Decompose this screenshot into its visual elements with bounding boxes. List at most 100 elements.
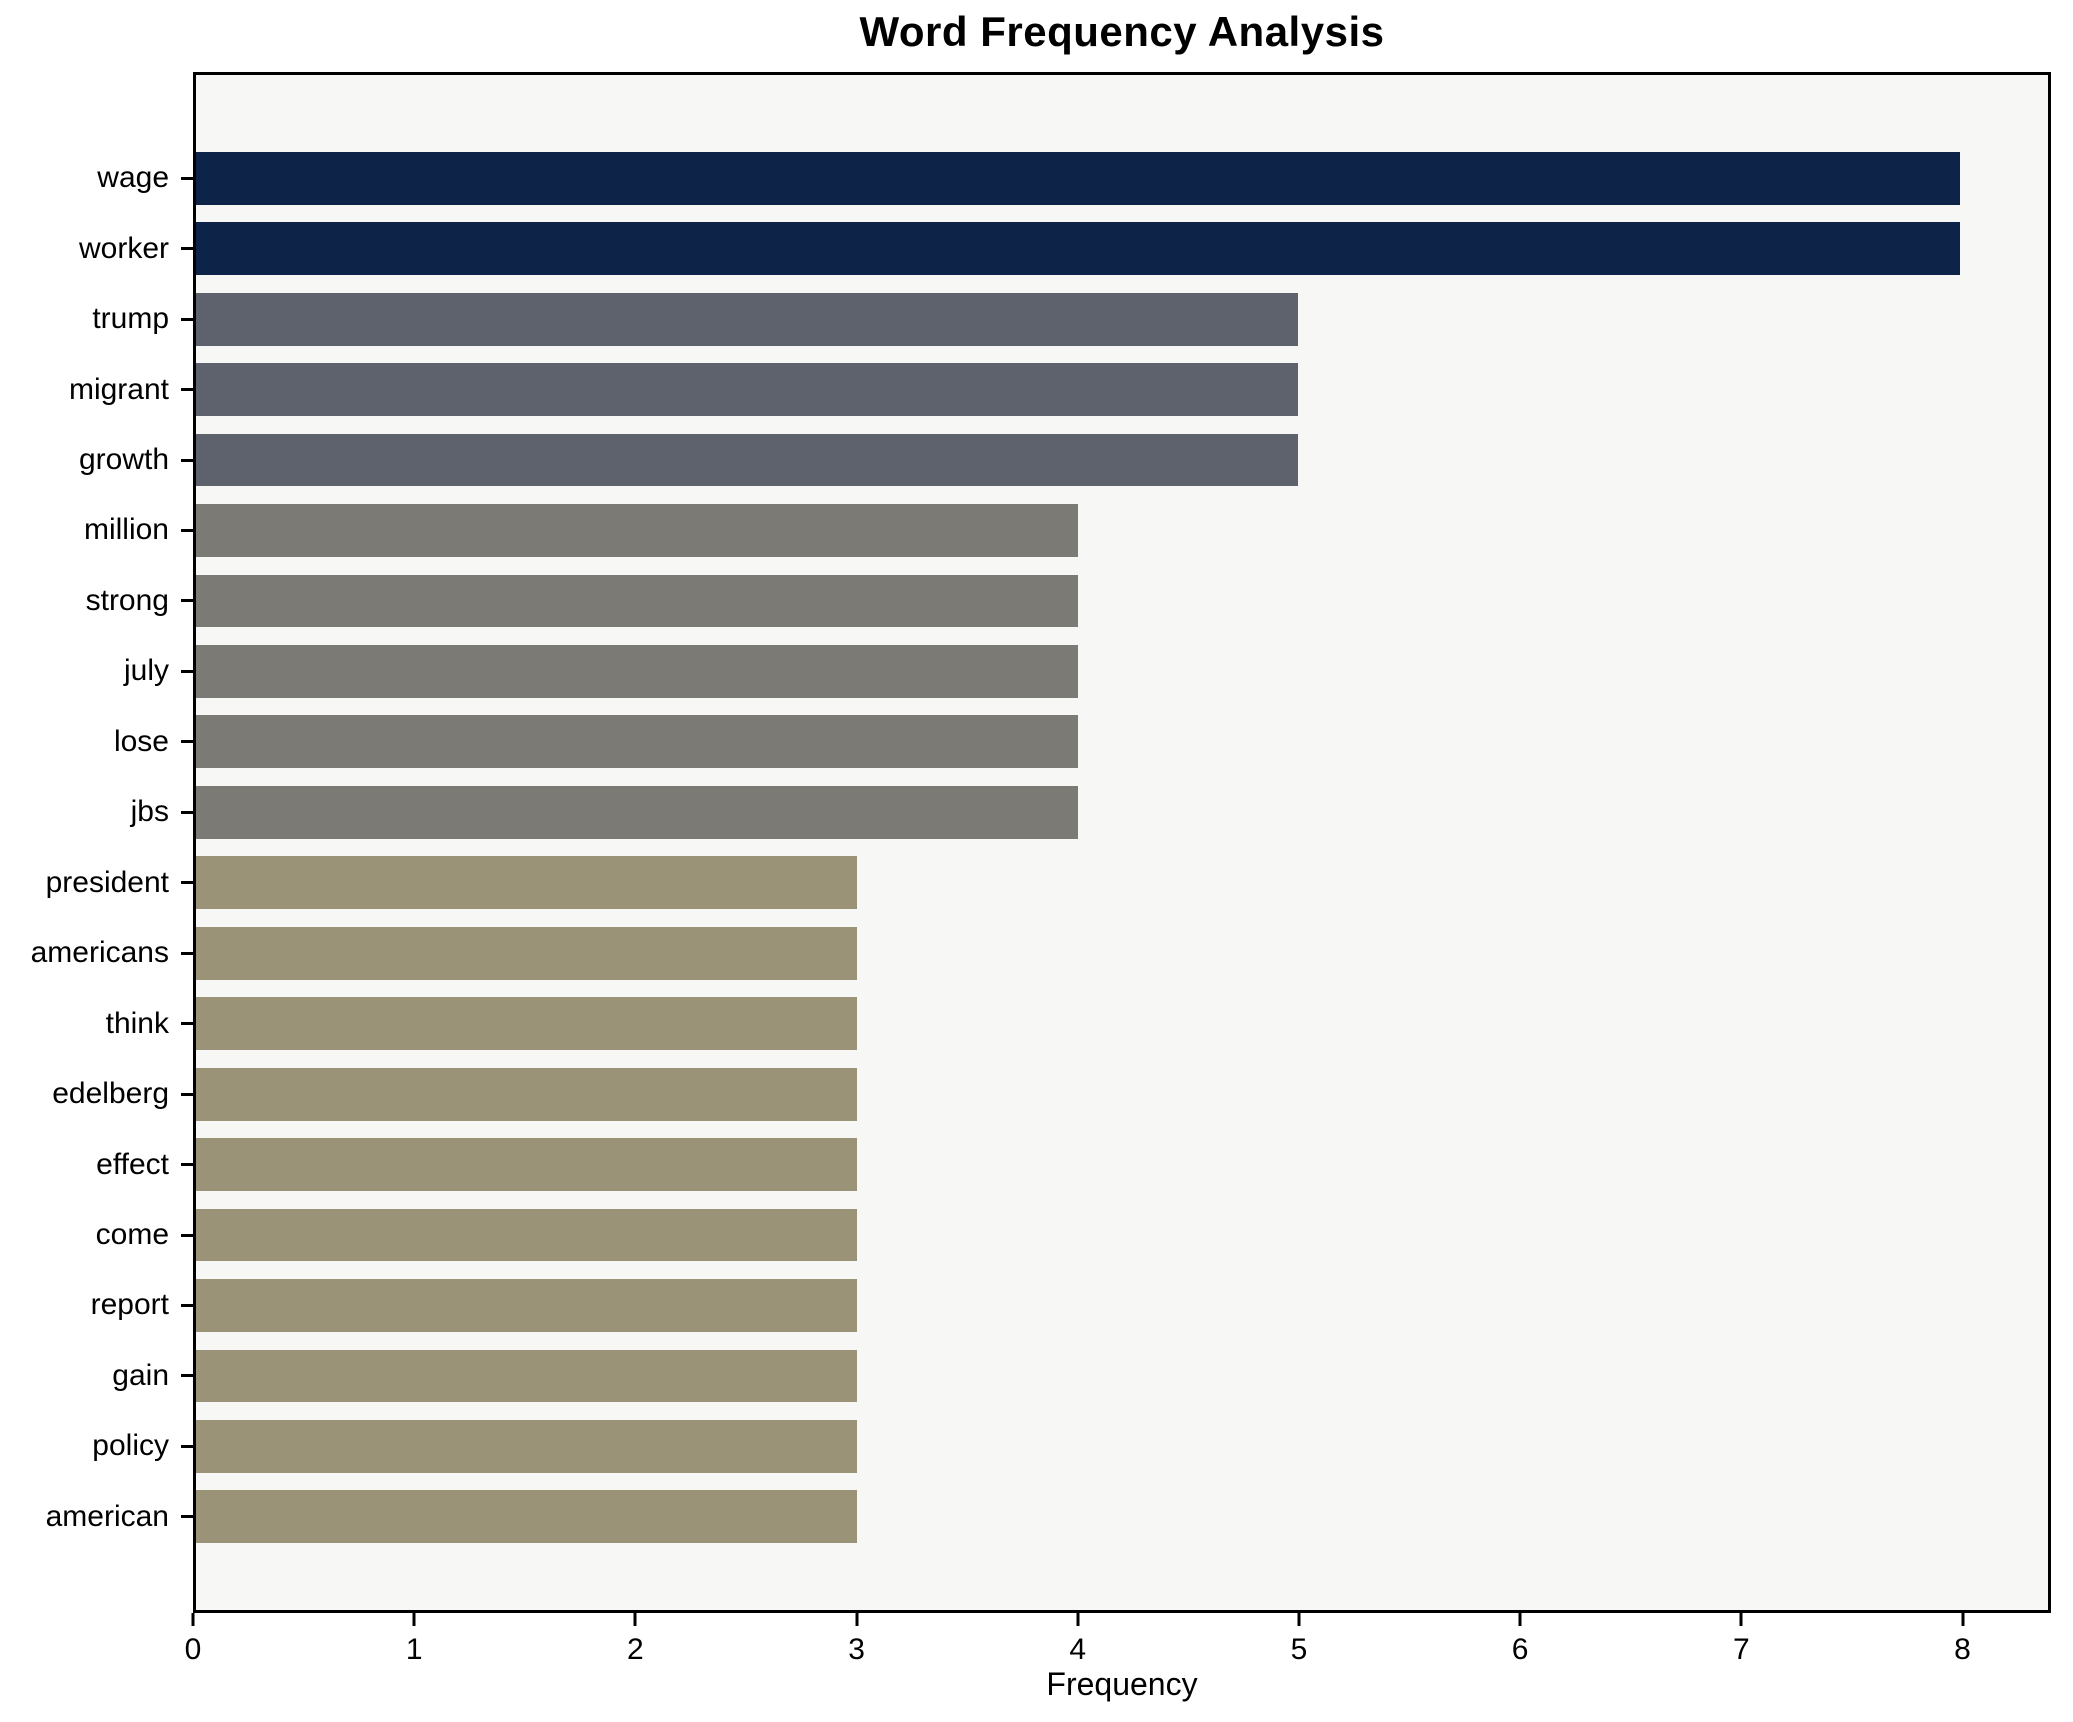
y-tick-label: lose [113,724,169,758]
x-axis: 0 1 2 3 4 5 6 7 8 [185,1613,2051,1683]
x-tick [1739,1613,1743,1626]
y-tick-label: americans [30,936,169,970]
y-tick-label: wage [97,161,169,195]
bar-row: strong [86,566,2048,636]
y-tick-label: president [45,865,169,899]
plot-area: wage worker trump migrant growth million stron… [31,72,2051,1613]
x-tick-label: 4 [1069,1633,1087,1666]
bar-row: edelberg [52,1059,2048,1129]
y-tick-label: come [95,1218,169,1252]
y-tick [181,1515,193,1519]
x-tick [1961,1613,1965,1626]
bar-row: trump [92,284,2048,354]
y-tick [181,599,193,603]
bar-row: growth [79,425,2048,495]
y-tick [181,740,193,744]
bar-row: american [46,1482,2048,1552]
x-tick [855,1613,859,1626]
bar [196,151,1960,205]
y-tick-label: gain [112,1358,169,1392]
bar [196,644,1078,698]
y-tick [181,458,193,462]
x-tick-label: 0 [184,1633,202,1666]
bar-row: president [46,848,2048,918]
bar-row: report [91,1270,2048,1340]
bar-row: come [96,1200,2048,1270]
bar [196,1279,858,1332]
bar [196,1138,858,1191]
y-tick [181,1163,193,1167]
x-tick-label: 8 [1954,1633,1971,1666]
bar-row: migrant [69,354,2048,424]
y-tick-label: edelberg [52,1077,169,1111]
y-tick-label: american [45,1499,169,1533]
y-tick [181,951,193,955]
y-tick-label: strong [85,583,169,617]
y-tick-label: migrant [68,372,169,406]
bar-row: jbs [131,777,2048,847]
bar [196,363,1299,416]
y-tick [181,1022,193,1026]
x-tick-label: 1 [405,1633,423,1666]
bar-row: gain [112,1341,2048,1411]
bar [196,504,1078,557]
bar-row: policy [92,1411,2048,1481]
x-tick [412,1613,416,1626]
bar [196,715,1078,769]
bar-row: wage [97,143,2048,213]
chart-title: Word Frequency Analysis [859,8,1385,55]
x-tick [633,1613,637,1626]
y-tick-label: report [90,1288,169,1322]
bar [196,1419,858,1473]
bar [196,1067,858,1121]
x-tick-label: 6 [1511,1633,1529,1666]
bar [196,1208,858,1262]
y-tick [181,1092,193,1096]
bar [196,1349,858,1403]
bar [196,222,1960,276]
y-tick [181,528,193,532]
y-tick [181,669,193,673]
x-tick [1076,1613,1080,1626]
x-tick [191,1613,195,1626]
bar [196,1490,858,1544]
y-tick [181,317,193,321]
x-tick-label: 5 [1290,1633,1308,1666]
y-tick-label: jbs [130,795,169,829]
y-tick [181,1303,193,1307]
x-tick [1297,1613,1301,1626]
bar [196,785,1078,839]
bar [196,574,1078,628]
y-tick [181,176,193,180]
y-tick-label: million [83,513,169,547]
y-tick-label: policy [92,1429,169,1463]
bar-row: effect [96,1129,2048,1199]
bar-row: americans [31,918,2048,988]
y-tick [181,1444,193,1448]
bar-row: july [124,636,2048,706]
bar [196,433,1299,487]
y-tick [181,1374,193,1378]
bar-row: lose [114,707,2048,777]
y-tick-label: worker [78,231,169,265]
y-tick [181,810,193,814]
y-tick [181,881,193,885]
bar [196,856,858,910]
x-tick-label: 2 [627,1633,644,1666]
bar-row: worker [79,213,2048,283]
y-tick [181,247,193,251]
bar [196,997,858,1051]
y-tick-label: july [123,654,169,688]
bar-row: think [106,988,2048,1058]
x-axis-label: Frequency [1046,1666,1198,1702]
y-tick-label: trump [92,302,169,336]
y-tick [181,388,193,392]
bar [196,292,1299,346]
x-tick-label: 7 [1732,1633,1750,1666]
x-tick [1518,1613,1522,1626]
y-tick [181,1233,193,1237]
y-tick-label: growth [78,443,169,477]
bar [196,926,858,980]
x-tick-label: 3 [848,1633,865,1666]
